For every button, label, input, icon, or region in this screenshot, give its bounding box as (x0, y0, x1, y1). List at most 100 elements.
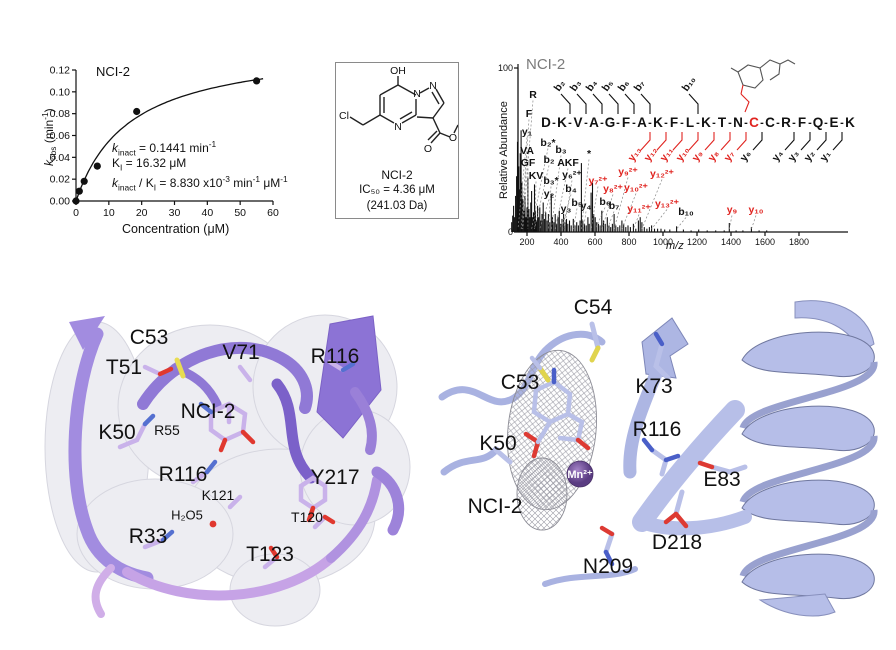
compound-mass: (241.03 Da) (366, 199, 428, 212)
svg-text:20: 20 (136, 207, 148, 219)
protein-density-art (44, 314, 411, 627)
svg-text:b₅: b₅ (571, 197, 582, 209)
svg-text:-: - (808, 117, 812, 129)
kinact-over-ki-value: kinact / KI = 8.830 x10-3 min-1 μM-1 (112, 174, 288, 193)
b-ion-label: b₇ (632, 78, 648, 94)
residue-label: N209 (582, 555, 634, 578)
residue-label: NCI-2 (467, 495, 523, 518)
kinetics-title: NCI-2 (96, 64, 130, 79)
b-ion-label: b₄ (584, 77, 600, 93)
svg-text:0: 0 (508, 227, 513, 237)
svg-text:y₆²⁺: y₆²⁺ (562, 169, 582, 181)
svg-text:-: - (680, 117, 684, 129)
residue-letter: E (829, 115, 838, 130)
data-points (72, 77, 261, 205)
residue-label: E83 (703, 468, 741, 491)
svg-text:y₃: y₃ (561, 203, 572, 215)
residue-label: T123 (246, 543, 294, 566)
svg-text:30: 30 (169, 207, 181, 219)
residue-label: R116 (158, 463, 208, 486)
residue-letter: N (733, 115, 743, 130)
svg-text:0.04: 0.04 (50, 152, 71, 164)
svg-text:y₉: y₉ (727, 204, 738, 216)
svg-text:b₆: b₆ (599, 196, 610, 208)
svg-text:-: - (648, 117, 652, 129)
residue-letter: G (605, 115, 616, 130)
svg-text:-: - (824, 117, 828, 129)
residue-label: K73 (635, 375, 673, 398)
residue-letter: R (781, 115, 791, 130)
y-ion-label: y₁₂ (642, 144, 661, 163)
residue-letter: K (701, 115, 711, 130)
ligand-and-sticks (493, 321, 748, 567)
svg-text:b₄: b₄ (565, 183, 576, 195)
adduct-structure (730, 59, 796, 113)
residue-letter: C (749, 115, 759, 130)
protein-density-panel: C53 T51 V71 R116 NCI-2 K50 R55 R116 Y217 K121 H₂O5… (25, 272, 420, 632)
atom-label-cl: Cl (339, 110, 349, 122)
svg-text:1600: 1600 (755, 237, 775, 247)
svg-text:0.12: 0.12 (50, 65, 71, 77)
compound-ic50: IC₅₀ = 4.36 μM (359, 184, 435, 197)
atom-label-o-carbonyl: O (424, 143, 432, 155)
y-ion-label: y₉ (690, 148, 706, 164)
residue-letter: C (765, 115, 775, 130)
svg-text:y₁₂²⁺: y₁₂²⁺ (650, 168, 674, 180)
ki-value: KI = 16.32 μM (112, 156, 187, 173)
beta-strands (623, 317, 752, 536)
y-ion-label: y₂ (802, 148, 818, 164)
svg-text:1400: 1400 (721, 237, 741, 247)
svg-text:-: - (552, 117, 556, 129)
protein-site-art: Mn²⁺ (438, 300, 878, 617)
svg-text:60: 60 (267, 207, 279, 219)
b-ion-label: b₃ (568, 77, 584, 93)
residue-letter: F (670, 115, 678, 130)
residue-label: T120 (291, 509, 323, 525)
residue-label: H₂O5 (171, 507, 203, 523)
svg-text:-: - (600, 117, 604, 129)
svg-text:y₁₀²⁺: y₁₀²⁺ (624, 182, 648, 194)
atom-label-n-ring: N (394, 121, 402, 133)
kinetics-axes: 0 10 20 30 40 50 60 0.00 0.02 0.04 0.06 0.08 0.10 0.1… (50, 65, 279, 220)
svg-text:0.06: 0.06 (50, 130, 71, 142)
svg-text:-: - (776, 117, 780, 129)
svg-text:*: * (587, 148, 592, 160)
svg-text:0.02: 0.02 (50, 174, 71, 186)
svg-text:F: F (526, 108, 533, 120)
y-ion-label: y₁₃ (626, 144, 645, 163)
atom-label-n-pyrazole: N (429, 80, 437, 92)
residue-letter: T (718, 115, 727, 130)
protein-site-panel: Mn²⁺ C54 C53 K73 K50 R116 E83 NCI-2 D218 N209 (430, 282, 885, 632)
svg-text:y₁₃²⁺: y₁₃²⁺ (655, 198, 680, 210)
b-ion-label: b₅ (600, 77, 616, 93)
svg-text:VA: VA (520, 145, 534, 157)
nci2-structure-drawing: OH Cl N N N O O (339, 65, 458, 155)
y-ion-label: y₆ (738, 148, 754, 164)
residue-letter: K (557, 115, 567, 130)
svg-text:b₁₀: b₁₀ (678, 206, 694, 218)
svg-text:400: 400 (553, 237, 568, 247)
svg-text:-: - (792, 117, 796, 129)
b-ion-label: b₁₀ (680, 74, 699, 94)
residue-letter: V (573, 115, 582, 130)
ms-x-axis-label: m/z (666, 240, 684, 252)
svg-text:0.00: 0.00 (50, 196, 71, 208)
fit-curve (75, 78, 264, 202)
svg-text:600: 600 (587, 237, 602, 247)
y-ion-label: y₁ (818, 148, 834, 163)
svg-text:y₈²⁺: y₈²⁺ (603, 183, 623, 195)
residue-label: NCI-2 (180, 400, 236, 423)
svg-text:-: - (616, 117, 620, 129)
kinetics-panel: 0 10 20 30 40 50 60 0.00 0.02 0.04 0.06 0.08 0.10 0.1… (38, 50, 338, 250)
svg-text:1200: 1200 (687, 237, 707, 247)
kinact-value: kinact = 0.1441 min-1 (112, 139, 217, 158)
residue-letter: D (541, 115, 551, 130)
svg-text:y₁: y₁ (522, 126, 532, 138)
residue-label: V71 (222, 341, 260, 364)
residue-label: R33 (128, 525, 168, 548)
kinetics-chart: 0 10 20 30 40 50 60 0.00 0.02 0.04 0.06 0.08 0.10 0.1… (50, 65, 279, 220)
svg-text:-: - (568, 117, 572, 129)
